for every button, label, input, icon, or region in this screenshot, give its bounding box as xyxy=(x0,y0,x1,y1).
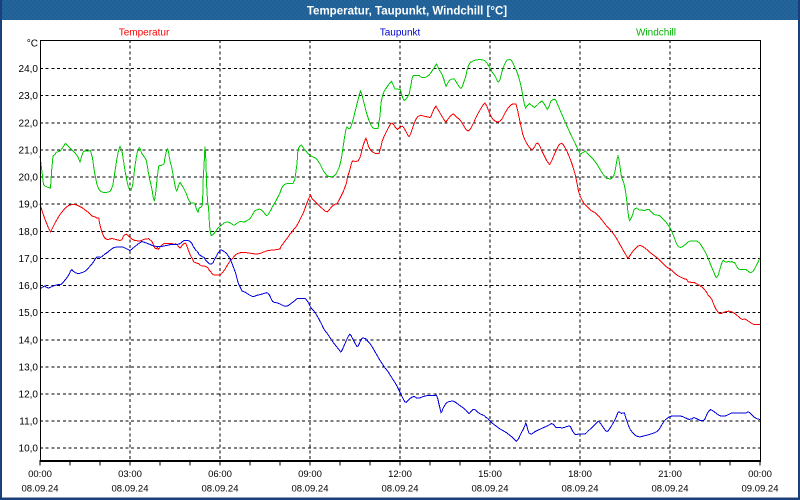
svg-text:09.09.24: 09.09.24 xyxy=(742,484,779,495)
svg-text:00:00: 00:00 xyxy=(28,469,52,480)
svg-text:22,0: 22,0 xyxy=(19,118,39,129)
svg-text:08.09.24: 08.09.24 xyxy=(562,484,599,495)
svg-text:Windchill: Windchill xyxy=(636,28,676,39)
svg-text:24,0: 24,0 xyxy=(19,64,39,75)
svg-text:14,0: 14,0 xyxy=(19,335,39,346)
svg-text:18:00: 18:00 xyxy=(568,469,592,480)
svg-text:03:00: 03:00 xyxy=(118,469,142,480)
svg-text:08.09.24: 08.09.24 xyxy=(202,484,239,495)
svg-text:06:00: 06:00 xyxy=(208,469,232,480)
svg-text:17,0: 17,0 xyxy=(19,254,39,265)
svg-text:11,0: 11,0 xyxy=(19,417,38,428)
svg-text:08.09.24: 08.09.24 xyxy=(382,484,419,495)
svg-text:08.09.24: 08.09.24 xyxy=(22,484,59,495)
svg-text:15,0: 15,0 xyxy=(19,308,39,319)
svg-text:00:00: 00:00 xyxy=(748,469,772,480)
svg-text:13,0: 13,0 xyxy=(19,362,39,373)
svg-text:16,0: 16,0 xyxy=(19,281,39,292)
svg-text:21,0: 21,0 xyxy=(19,145,39,156)
svg-text:°C: °C xyxy=(27,39,38,50)
svg-text:23,0: 23,0 xyxy=(19,91,39,102)
svg-text:10,0: 10,0 xyxy=(19,444,39,455)
svg-text:12:00: 12:00 xyxy=(388,469,412,480)
svg-text:08.09.24: 08.09.24 xyxy=(472,484,509,495)
svg-text:08.09.24: 08.09.24 xyxy=(112,484,149,495)
svg-text:19,0: 19,0 xyxy=(19,200,39,211)
svg-text:18,0: 18,0 xyxy=(19,227,39,238)
svg-text:Temperatur: Temperatur xyxy=(119,28,170,39)
svg-text:15:00: 15:00 xyxy=(478,469,502,480)
svg-text:Temperatur, Taupunkt, Windchil: Temperatur, Taupunkt, Windchill [°C] xyxy=(307,6,507,18)
svg-text:08.09.24: 08.09.24 xyxy=(292,484,329,495)
svg-text:21:00: 21:00 xyxy=(658,469,682,480)
svg-text:20,0: 20,0 xyxy=(19,173,39,184)
svg-text:09:00: 09:00 xyxy=(298,469,322,480)
svg-text:Taupunkt: Taupunkt xyxy=(380,28,421,39)
svg-text:08.09.24: 08.09.24 xyxy=(652,484,689,495)
svg-text:12,0: 12,0 xyxy=(19,390,39,401)
